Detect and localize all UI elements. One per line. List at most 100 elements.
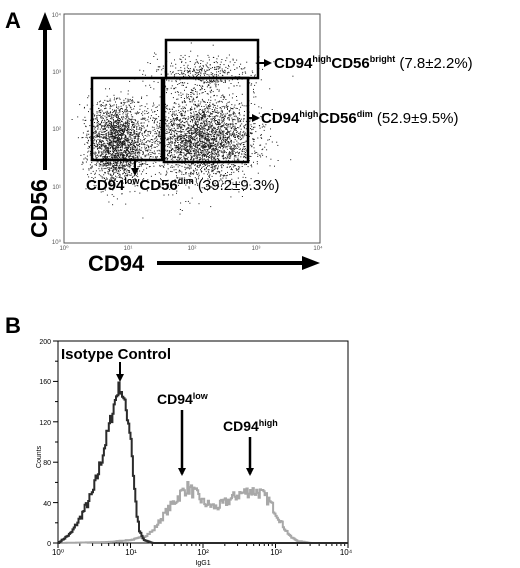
- scatter-event: [111, 129, 113, 131]
- scatter-event: [127, 125, 129, 127]
- scatter-event: [168, 131, 170, 133]
- scatter-event: [254, 75, 255, 77]
- scatter-event: [236, 159, 238, 161]
- scatter-event: [120, 150, 122, 152]
- scatter-event: [218, 66, 220, 68]
- scatter-event: [197, 183, 198, 185]
- scatter-event: [94, 118, 96, 120]
- scatter-event: [197, 105, 199, 107]
- scatter-event: [180, 94, 182, 96]
- scatter-event: [194, 103, 196, 105]
- scatter-event: [195, 146, 197, 148]
- scatter-event: [224, 127, 226, 129]
- scatter-event: [223, 152, 225, 154]
- scatter-event: [166, 150, 168, 152]
- scatter-event: [237, 131, 239, 133]
- scatter-event: [226, 139, 228, 141]
- scatter-event: [174, 91, 176, 93]
- scatter-event: [107, 172, 109, 174]
- scatter-event: [101, 147, 103, 149]
- scatter-event: [129, 163, 131, 165]
- scatter-event: [147, 179, 149, 181]
- scatter-event: [109, 170, 110, 172]
- scatter-event: [213, 159, 215, 161]
- scatter-event: [96, 144, 98, 146]
- scatter-event: [229, 151, 231, 153]
- scatter-event: [181, 102, 183, 104]
- scatter-event: [139, 192, 141, 194]
- scatter-event: [190, 108, 192, 109]
- scatter-event: [220, 129, 222, 131]
- scatter-event: [130, 162, 132, 164]
- scatter-event: [136, 153, 138, 155]
- scatter-event: [84, 157, 86, 159]
- scatter-event: [187, 159, 189, 161]
- scatter-event: [228, 64, 229, 66]
- scatter-event: [199, 103, 201, 105]
- scatter-event: [106, 178, 108, 180]
- scatter-event: [114, 138, 116, 140]
- scatter-event: [175, 81, 177, 83]
- scatter-event: [120, 134, 122, 136]
- scatter-event: [223, 95, 224, 97]
- scatter-event: [149, 63, 151, 64]
- scatter-event: [172, 156, 174, 158]
- scatter-event: [228, 155, 230, 157]
- scatter-event: [100, 155, 102, 157]
- scatter-event: [105, 179, 107, 180]
- scatter-event: [149, 151, 151, 153]
- scatter-event: [199, 144, 201, 146]
- scatter-event: [218, 128, 220, 130]
- scatter-event: [215, 167, 217, 169]
- scatter-event: [184, 159, 186, 161]
- scatter-event: [204, 143, 206, 145]
- scatter-event: [151, 126, 153, 128]
- scatter-event: [190, 42, 192, 44]
- scatter-event: [109, 150, 111, 152]
- scatter-event: [98, 151, 100, 153]
- scatter-event: [197, 103, 199, 105]
- scatter-event: [237, 120, 239, 122]
- scatter-event: [261, 137, 263, 139]
- scatter-event: [239, 139, 241, 141]
- scatter-event: [129, 151, 131, 153]
- scatter-event: [208, 139, 209, 141]
- scatter-event: [132, 126, 134, 128]
- scatter-event: [256, 62, 258, 64]
- scatter-event: [228, 110, 230, 112]
- scatter-event: [191, 96, 193, 98]
- scatter-event: [101, 177, 103, 179]
- scatter-event: [231, 178, 233, 180]
- scatter-event: [253, 91, 254, 93]
- scatter-event: [178, 171, 180, 173]
- scatter-event: [120, 124, 122, 126]
- scatter-event: [126, 149, 127, 151]
- scatter-event: [101, 142, 102, 143]
- scatter-event: [200, 141, 202, 142]
- scatter-event: [180, 82, 182, 84]
- scatter-event: [180, 150, 182, 152]
- scatter-event: [201, 92, 203, 94]
- scatter-event: [179, 58, 181, 60]
- scatter-event: [122, 145, 124, 147]
- scatter-event: [184, 101, 186, 103]
- scatter-event: [188, 175, 190, 177]
- scatter-event: [97, 145, 99, 147]
- scatter-event: [200, 169, 201, 171]
- scatter-event: [121, 156, 123, 158]
- scatter-event: [103, 143, 104, 145]
- scatter-event: [109, 138, 111, 140]
- scatter-event: [203, 147, 205, 149]
- scatter-event: [77, 137, 79, 139]
- scatter-event: [218, 171, 220, 173]
- scatter-event: [222, 157, 224, 159]
- scatter-event: [120, 142, 121, 144]
- scatter-event: [150, 149, 152, 151]
- scatter-event: [123, 110, 125, 112]
- scatter-event: [215, 158, 217, 160]
- scatter-event: [131, 132, 132, 134]
- scatter-event: [208, 116, 210, 118]
- scatter-event: [187, 68, 189, 69]
- scatter-event: [217, 66, 219, 68]
- scatter-event: [177, 70, 179, 72]
